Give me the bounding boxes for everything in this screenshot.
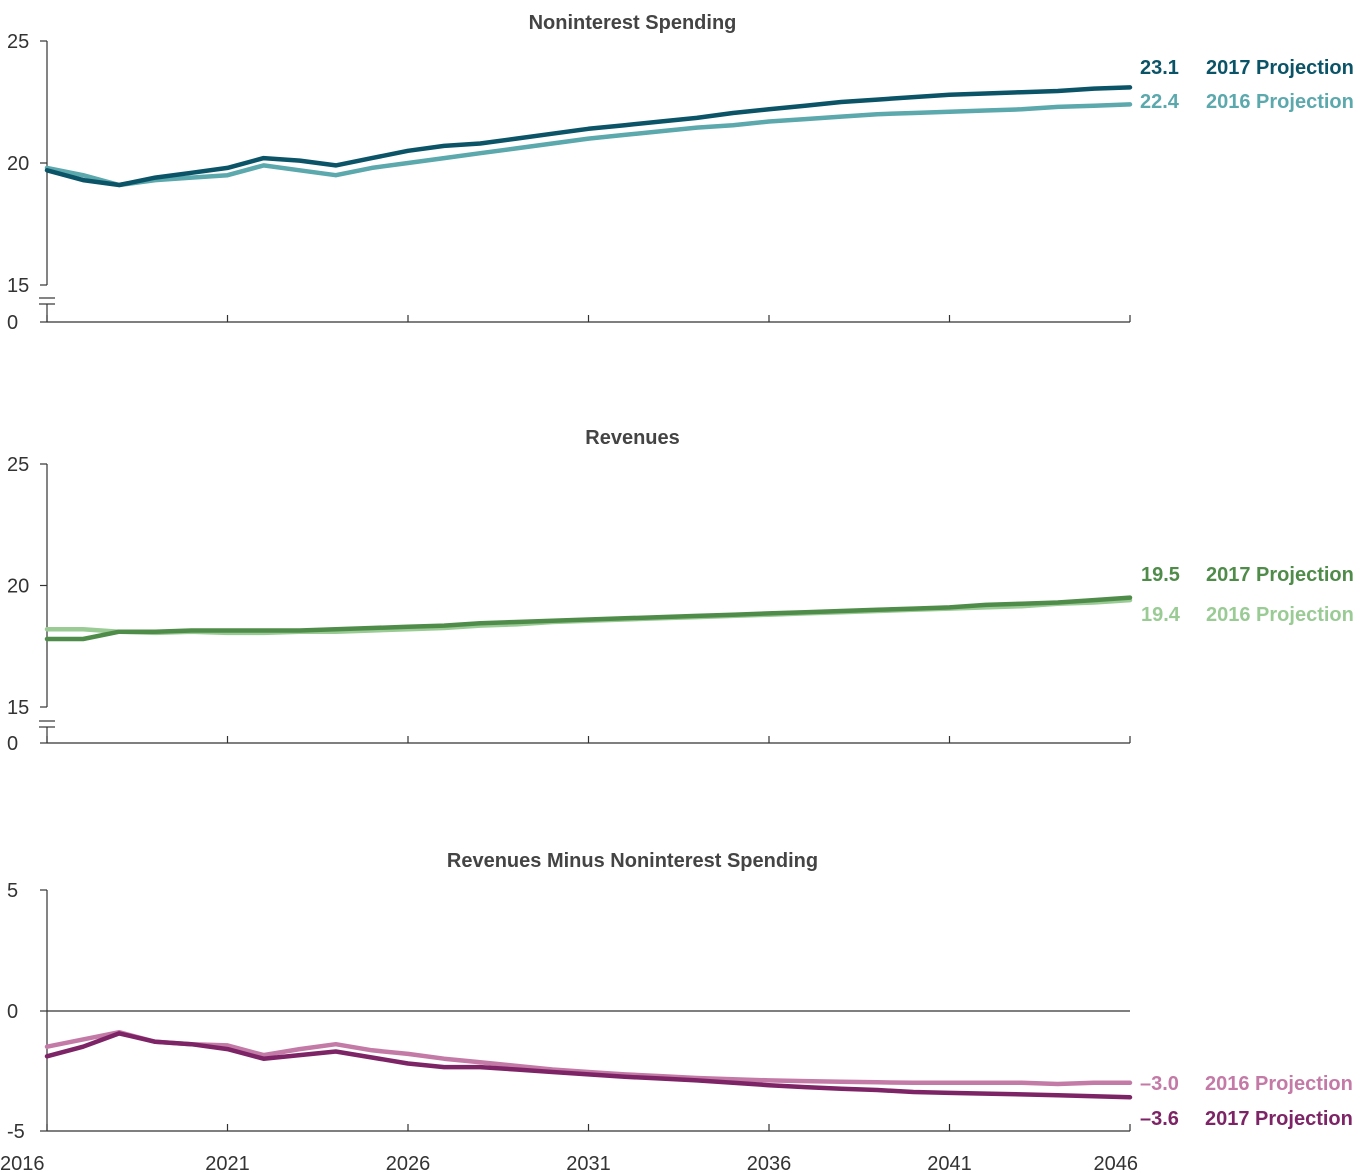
series-name-label: 2016 Projection bbox=[1205, 1073, 1353, 1095]
series-end-value: 22.4 bbox=[1140, 91, 1180, 113]
series-end-value: –3.0 bbox=[1140, 1073, 1179, 1095]
series-name-label: 2017 Projection bbox=[1206, 564, 1354, 586]
chart-panel-1: Noninterest Spending 25 20 15 0 22.4 2016 Proj… bbox=[7, 12, 1354, 334]
x-tick-label: 2046 bbox=[1094, 1153, 1139, 1173]
y-tick-label: 0 bbox=[7, 733, 18, 755]
y-tick-label: 0 bbox=[7, 1001, 18, 1023]
y-tick-label: 25 bbox=[7, 454, 29, 476]
y-tick-label: 0 bbox=[7, 312, 18, 334]
chart-title: Noninterest Spending bbox=[529, 12, 737, 34]
chart-title: Revenues bbox=[585, 427, 680, 449]
series-end-value: 19.5 bbox=[1141, 564, 1180, 586]
x-tick-label: 2021 bbox=[205, 1153, 250, 1173]
series-line-2017-projection bbox=[44, 595, 1133, 642]
chart-panel-2: Revenues 25 20 15 0 19.4 2016 Projection 19.5 20… bbox=[7, 427, 1354, 755]
series-end-value: 19.4 bbox=[1141, 604, 1181, 626]
series-name-label: 2016 Projection bbox=[1206, 91, 1354, 113]
series-end-value: 23.1 bbox=[1140, 57, 1179, 79]
chart-title: Revenues Minus Noninterest Spending bbox=[447, 850, 818, 872]
y-tick-label: 15 bbox=[7, 697, 29, 719]
x-tick-label: 2041 bbox=[927, 1153, 972, 1173]
chart-panel-3: Revenues Minus Noninterest Spending 5 0 -5 2… bbox=[0, 850, 1353, 1173]
series-name-label: 2017 Projection bbox=[1206, 57, 1354, 79]
x-tick-label: 2016 bbox=[0, 1153, 45, 1173]
x-tick-label: 2026 bbox=[386, 1153, 431, 1173]
y-tick-label: 15 bbox=[7, 275, 29, 297]
series-line-2016-projection bbox=[44, 1029, 1133, 1087]
series-name-label: 2017 Projection bbox=[1205, 1108, 1353, 1130]
x-tick-label: 2031 bbox=[566, 1153, 611, 1173]
y-tick-label: 25 bbox=[7, 31, 29, 53]
series-line-2017-projection bbox=[44, 1031, 1133, 1100]
series-line-2016-projection bbox=[44, 102, 1133, 188]
series-line-2017-projection bbox=[44, 85, 1133, 188]
y-tick-label: 5 bbox=[7, 880, 18, 902]
x-tick-label: 2036 bbox=[747, 1153, 792, 1173]
series-end-value: –3.6 bbox=[1140, 1108, 1179, 1130]
y-tick-label: 20 bbox=[7, 153, 29, 175]
y-tick-label: 20 bbox=[7, 576, 29, 598]
series-name-label: 2016 Projection bbox=[1206, 604, 1354, 626]
y-tick-label: -5 bbox=[7, 1121, 25, 1143]
